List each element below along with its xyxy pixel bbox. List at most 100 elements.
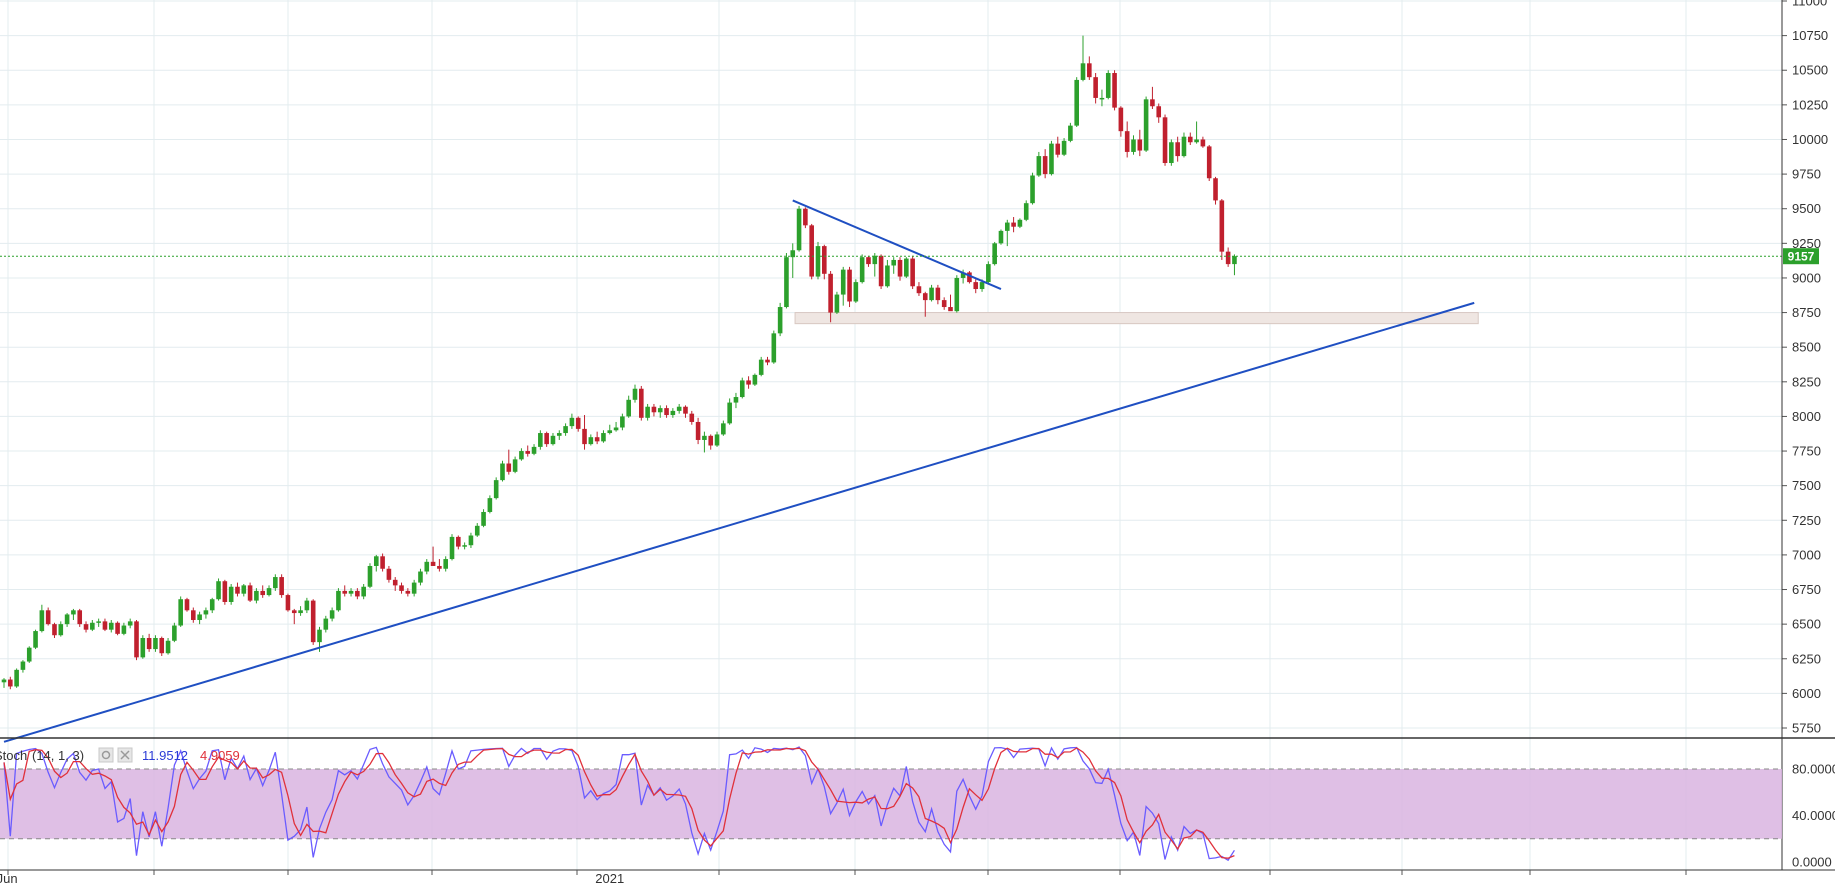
price-tick-label: 8500 bbox=[1792, 340, 1821, 355]
candle bbox=[380, 553, 385, 572]
last-price-tag bbox=[1783, 248, 1819, 265]
candle bbox=[922, 291, 928, 317]
candle bbox=[727, 398, 732, 425]
candle-body bbox=[241, 585, 247, 594]
candle bbox=[563, 423, 568, 436]
candle-body bbox=[323, 618, 329, 630]
candle bbox=[430, 546, 436, 566]
price-tick-label: 10500 bbox=[1792, 63, 1828, 78]
candle bbox=[897, 257, 903, 281]
candle-body bbox=[853, 282, 859, 302]
candle bbox=[1206, 145, 1212, 182]
candle-body bbox=[746, 380, 751, 385]
candle-body bbox=[418, 571, 423, 583]
candle bbox=[1181, 132, 1187, 158]
candle bbox=[361, 583, 366, 600]
trendlines[interactable] bbox=[3, 199, 1475, 743]
candle bbox=[588, 434, 594, 446]
candle bbox=[165, 637, 171, 655]
candle bbox=[626, 395, 631, 418]
candle-body bbox=[178, 599, 183, 626]
candle bbox=[847, 266, 852, 308]
candle bbox=[1200, 136, 1206, 148]
candle bbox=[33, 629, 38, 650]
candle-body bbox=[1087, 63, 1092, 78]
candle bbox=[746, 376, 751, 389]
candle-body bbox=[1162, 117, 1168, 164]
candle-body bbox=[159, 637, 165, 654]
rising-support-trendline[interactable] bbox=[3, 301, 1475, 743]
candle bbox=[399, 582, 404, 594]
candle-body bbox=[1187, 136, 1193, 143]
candle bbox=[1169, 139, 1174, 166]
candle-body bbox=[310, 600, 316, 643]
candle bbox=[26, 646, 32, 663]
price-tick-label: 8250 bbox=[1792, 374, 1821, 389]
candle bbox=[803, 207, 808, 229]
candle-body bbox=[462, 545, 467, 547]
candle bbox=[216, 578, 221, 601]
candle-body bbox=[392, 579, 398, 586]
candle bbox=[222, 579, 228, 605]
candle bbox=[1124, 121, 1130, 158]
candle-body bbox=[973, 282, 979, 290]
candle bbox=[197, 611, 202, 625]
oscillator-tick-label: 80.0000 bbox=[1792, 762, 1835, 777]
candle bbox=[1118, 106, 1124, 137]
candle-body bbox=[380, 556, 385, 569]
candle bbox=[279, 574, 284, 598]
price-tick-label: 9500 bbox=[1792, 201, 1821, 216]
candle bbox=[1, 678, 7, 688]
candle-body bbox=[948, 307, 953, 312]
candle-body bbox=[45, 610, 51, 625]
candle-body bbox=[538, 433, 543, 447]
candle-body bbox=[266, 588, 272, 596]
candle bbox=[437, 559, 442, 572]
time-axis[interactable]: Jun 2021 bbox=[0, 869, 1835, 883]
candle-body bbox=[304, 600, 310, 611]
candle bbox=[519, 448, 524, 461]
candle bbox=[298, 606, 303, 616]
price-tick-label: 8750 bbox=[1792, 305, 1821, 320]
candle-body bbox=[1068, 125, 1073, 141]
price-tick-label: 10250 bbox=[1792, 97, 1828, 112]
candle-body bbox=[620, 416, 625, 428]
candle bbox=[71, 608, 76, 620]
candle bbox=[822, 244, 827, 280]
candle-body bbox=[771, 333, 777, 363]
candle bbox=[1232, 254, 1237, 276]
candle-body bbox=[1061, 140, 1067, 155]
candle-body bbox=[904, 258, 909, 277]
candle bbox=[904, 257, 909, 278]
candle-body bbox=[651, 406, 657, 413]
close-icon[interactable] bbox=[117, 747, 133, 763]
candle-body bbox=[1175, 142, 1180, 157]
candle-body bbox=[582, 428, 587, 445]
settings-icon[interactable] bbox=[98, 747, 114, 763]
candle-body bbox=[184, 599, 190, 611]
candle-body bbox=[569, 417, 575, 427]
candle-body bbox=[815, 246, 821, 277]
time-tick-label: Jun bbox=[0, 871, 18, 883]
price-tick-label: 9250 bbox=[1792, 236, 1821, 251]
candle bbox=[941, 297, 947, 310]
candle-body bbox=[670, 410, 676, 416]
candle-body bbox=[765, 359, 770, 363]
candle bbox=[525, 445, 531, 457]
candle-body bbox=[822, 246, 827, 274]
candle-body bbox=[172, 625, 177, 641]
candle-body bbox=[228, 586, 234, 602]
candle-body bbox=[872, 255, 878, 265]
oscillator-axis[interactable]: 0.0000 40.0000 80.0000 bbox=[1792, 762, 1835, 870]
candle bbox=[815, 241, 821, 280]
candle bbox=[1074, 77, 1079, 128]
candle bbox=[1004, 219, 1010, 247]
candle bbox=[1049, 140, 1054, 176]
candle-body bbox=[960, 272, 966, 278]
descending-resistance-trendline[interactable] bbox=[792, 199, 1002, 290]
candle bbox=[77, 608, 83, 627]
candle-body bbox=[575, 417, 581, 429]
candle bbox=[1219, 199, 1225, 260]
